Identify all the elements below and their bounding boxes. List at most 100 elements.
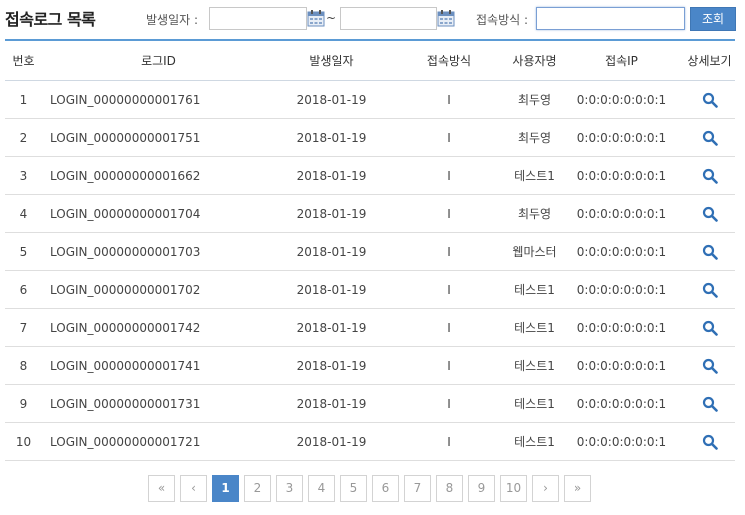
row-user: 최두영: [517, 207, 552, 221]
row-date: 2018-01-19: [296, 206, 367, 221]
row-method: I: [447, 244, 451, 259]
row-method: I: [447, 206, 451, 221]
col-header-method: 접속방식: [426, 54, 472, 68]
row-log-id: LOGIN_00000000001703: [50, 244, 201, 259]
next-page-button[interactable]: ›: [532, 475, 559, 502]
search-bar: 접속로그 목록 발생일자 : ~ 접속방식 : 조회: [0, 0, 745, 36]
row-log-id: LOGIN_00000000001721: [50, 434, 201, 449]
page-button[interactable]: 6: [372, 475, 399, 502]
page-button[interactable]: 8: [436, 475, 463, 502]
page-button[interactable]: 3: [276, 475, 303, 502]
magnifier-icon[interactable]: [702, 320, 718, 336]
row-method: I: [447, 130, 451, 145]
page-button[interactable]: 1: [212, 475, 239, 502]
row-no: 6: [19, 282, 28, 297]
row-no: 1: [19, 92, 28, 107]
date-from-input[interactable]: [209, 7, 307, 30]
table-row[interactable]: 8 LOGIN_00000000001741 2018-01-19 I 테스트1 0:0:…: [5, 347, 735, 385]
table-row[interactable]: 7 LOGIN_00000000001742 2018-01-19 I 테스트1 0:0:…: [5, 309, 735, 347]
table-row[interactable]: 10 LOGIN_00000000001721 2018-01-19 I 테스트1 0:0…: [5, 423, 735, 461]
page-title: 접속로그 목록: [5, 10, 96, 29]
date-to-input[interactable]: [340, 7, 437, 30]
row-log-id: LOGIN_00000000001741: [50, 358, 201, 373]
row-user: 테스트1: [514, 169, 555, 183]
table-body: 1 LOGIN_00000000001761 2018-01-19 I 최두영 0:0:0…: [5, 81, 735, 461]
row-no: 7: [19, 320, 28, 335]
method-label: 접속방식 :: [476, 13, 529, 27]
calendar-icon[interactable]: [437, 9, 455, 27]
row-date: 2018-01-19: [296, 358, 367, 373]
magnifier-icon[interactable]: [702, 434, 718, 450]
date-label: 발생일자 :: [146, 13, 199, 27]
row-method: I: [447, 434, 451, 449]
row-detail: [684, 130, 735, 146]
table-row[interactable]: 5 LOGIN_00000000001703 2018-01-19 I 웹마스터 0:0:…: [5, 233, 735, 271]
row-ip: 0:0:0:0:0:0:0:1: [576, 130, 667, 145]
row-ip: 0:0:0:0:0:0:0:1: [576, 168, 667, 183]
row-detail: [684, 434, 735, 450]
row-detail: [684, 282, 735, 298]
magnifier-icon[interactable]: [702, 130, 718, 146]
row-no: 8: [19, 358, 28, 373]
magnifier-icon[interactable]: [702, 282, 718, 298]
row-user: 최두영: [517, 93, 552, 107]
row-ip: 0:0:0:0:0:0:0:1: [576, 244, 667, 259]
table-row[interactable]: 2 LOGIN_00000000001751 2018-01-19 I 최두영 0:0:0…: [5, 119, 735, 157]
page-button[interactable]: 5: [340, 475, 367, 502]
row-date: 2018-01-19: [296, 130, 367, 145]
search-button[interactable]: 조회: [690, 7, 736, 31]
calendar-icon[interactable]: [307, 9, 325, 27]
first-page-button[interactable]: «: [148, 475, 175, 502]
magnifier-icon[interactable]: [702, 168, 718, 184]
table-row[interactable]: 6 LOGIN_00000000001702 2018-01-19 I 테스트1 0:0:…: [5, 271, 735, 309]
page-button[interactable]: 9: [468, 475, 495, 502]
row-user: 테스트1: [514, 321, 555, 335]
row-date: 2018-01-19: [296, 168, 367, 183]
method-input[interactable]: [536, 7, 685, 30]
row-date: 2018-01-19: [296, 92, 367, 107]
magnifier-icon[interactable]: [702, 206, 718, 222]
row-no: 10: [15, 434, 32, 449]
prev-page-button[interactable]: ‹: [180, 475, 207, 502]
row-detail: [684, 396, 735, 412]
row-ip: 0:0:0:0:0:0:0:1: [576, 282, 667, 297]
magnifier-icon[interactable]: [702, 396, 718, 412]
row-ip: 0:0:0:0:0:0:0:1: [576, 434, 667, 449]
row-detail: [684, 168, 735, 184]
log-table: 번호 로그ID 발생일자 접속방식 사용자명 접속IP 상세보기 1 LOGIN_…: [5, 39, 735, 461]
row-no: 2: [19, 130, 28, 145]
table-row[interactable]: 9 LOGIN_00000000001731 2018-01-19 I 테스트1 0:0:…: [5, 385, 735, 423]
row-detail: [684, 206, 735, 222]
table-row[interactable]: 3 LOGIN_00000000001662 2018-01-19 I 테스트1 0:0:…: [5, 157, 735, 195]
page-button[interactable]: 10: [500, 475, 527, 502]
row-method: I: [447, 396, 451, 411]
row-date: 2018-01-19: [296, 320, 367, 335]
page-button[interactable]: 7: [404, 475, 431, 502]
row-log-id: LOGIN_00000000001751: [50, 130, 201, 145]
row-date: 2018-01-19: [296, 244, 367, 259]
row-detail: [684, 358, 735, 374]
table-row[interactable]: 1 LOGIN_00000000001761 2018-01-19 I 최두영 0:0:0…: [5, 81, 735, 119]
row-user: 테스트1: [514, 359, 555, 373]
page-button[interactable]: 4: [308, 475, 335, 502]
page-button[interactable]: 2: [244, 475, 271, 502]
row-date: 2018-01-19: [296, 282, 367, 297]
row-log-id: LOGIN_00000000001742: [50, 320, 201, 335]
col-header-detail: 상세보기: [687, 54, 732, 68]
row-user: 웹마스터: [512, 245, 557, 259]
row-method: I: [447, 92, 451, 107]
col-header-no: 번호: [12, 54, 35, 68]
magnifier-icon[interactable]: [702, 358, 718, 374]
col-header-log-id: 로그ID: [141, 54, 176, 68]
row-user: 테스트1: [514, 435, 555, 449]
col-header-date: 발생일자: [309, 54, 354, 68]
row-ip: 0:0:0:0:0:0:0:1: [576, 320, 667, 335]
last-page-button[interactable]: »: [564, 475, 591, 502]
row-detail: [684, 244, 735, 260]
table-row[interactable]: 4 LOGIN_00000000001704 2018-01-19 I 최두영 0:0:0…: [5, 195, 735, 233]
magnifier-icon[interactable]: [702, 244, 718, 260]
magnifier-icon[interactable]: [702, 92, 718, 108]
row-user: 최두영: [517, 131, 552, 145]
row-user: 테스트1: [514, 397, 555, 411]
row-no: 9: [19, 396, 28, 411]
